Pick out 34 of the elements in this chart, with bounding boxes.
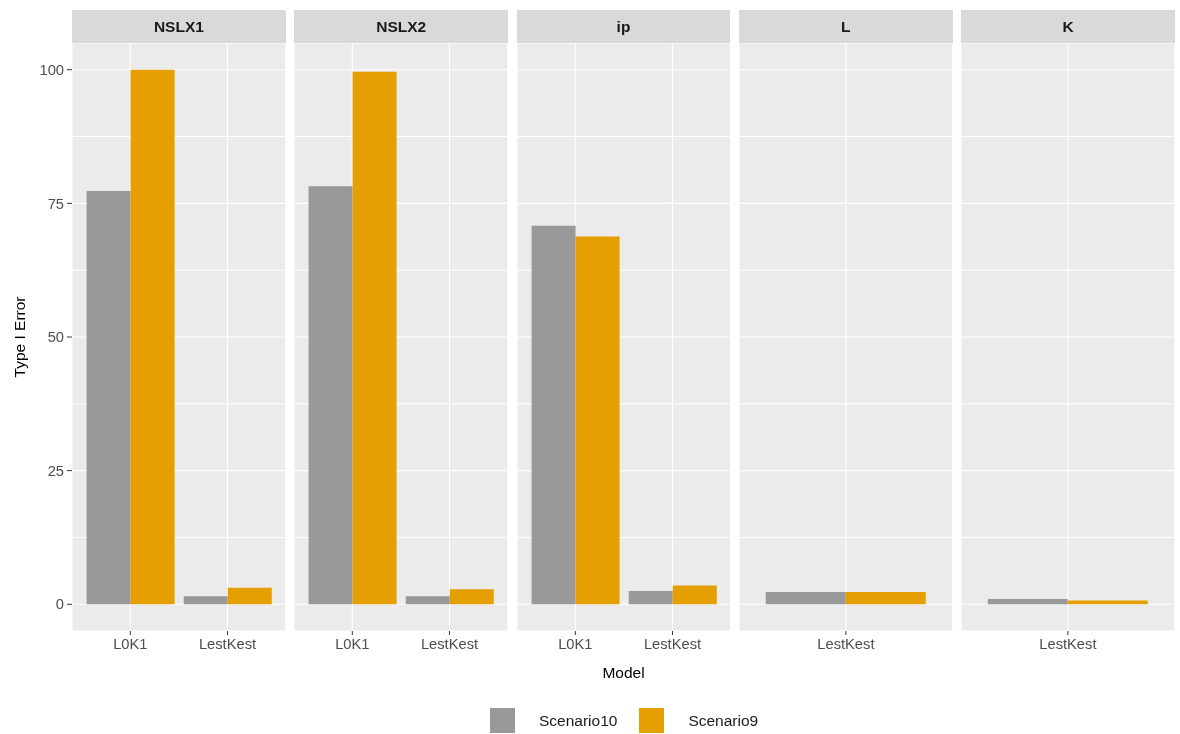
legend-label: Scenario9 (688, 711, 759, 730)
y-tick-label: 75 (47, 195, 64, 212)
bar (672, 585, 717, 605)
bar (227, 587, 272, 605)
y-tick-label: 0 (55, 596, 64, 613)
chart-title: NSLX2 (376, 17, 427, 36)
x-tick-label: L0K1 (113, 636, 148, 653)
bar (183, 596, 228, 605)
x-tick-label: LestKest (421, 636, 479, 653)
y-tick-label: 25 (47, 462, 64, 479)
bar (130, 69, 175, 605)
x-tick-label: LestKest (1039, 636, 1097, 653)
bar (575, 236, 620, 605)
x-tick-label: L0K1 (335, 636, 370, 653)
chart-title: NSLX1 (153, 17, 204, 36)
bar (531, 225, 576, 605)
bar (352, 71, 397, 605)
bar (308, 186, 353, 605)
y-axis-title: Type I Error (11, 296, 29, 378)
y-tick-label: 50 (47, 329, 64, 346)
x-tick-label: LestKest (198, 636, 257, 653)
x-axis-title: Model (602, 664, 645, 682)
bar (628, 590, 673, 605)
chart-title: ip (616, 17, 631, 36)
bar (450, 589, 495, 605)
legend-label: Scenario10 (538, 711, 618, 730)
x-tick-label: LestKest (817, 636, 875, 653)
x-tick-label: LestKest (643, 636, 701, 653)
bar (406, 596, 451, 605)
x-tick-label: L0K1 (557, 636, 593, 653)
chart-title: L (841, 17, 851, 36)
chart-title: K (1062, 17, 1074, 36)
y-tick-label: 100 (39, 61, 64, 78)
bar (86, 191, 131, 605)
